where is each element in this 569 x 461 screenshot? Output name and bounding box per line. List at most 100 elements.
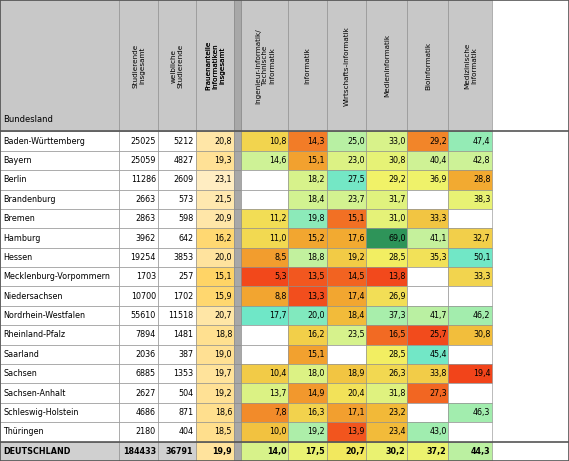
Bar — [0, 286, 119, 306]
Text: 13,5: 13,5 — [307, 272, 325, 281]
Bar — [196, 306, 234, 325]
Bar — [158, 170, 196, 189]
Text: 17,5: 17,5 — [306, 447, 325, 456]
Bar — [234, 306, 241, 325]
Text: 18,9: 18,9 — [347, 369, 365, 378]
Text: 16,5: 16,5 — [388, 331, 406, 339]
Text: 21,5: 21,5 — [215, 195, 232, 204]
Bar — [407, 403, 448, 422]
Bar — [448, 442, 492, 461]
Bar — [448, 286, 492, 306]
Bar — [327, 209, 366, 228]
Bar — [0, 422, 119, 442]
Bar — [407, 286, 448, 306]
Bar — [196, 345, 234, 364]
Text: 8,8: 8,8 — [274, 292, 287, 301]
Text: 31,0: 31,0 — [388, 214, 406, 223]
Bar — [0, 403, 119, 422]
Bar — [234, 248, 241, 267]
Text: 46,3: 46,3 — [473, 408, 490, 417]
Text: 18,4: 18,4 — [307, 195, 325, 204]
Bar — [241, 131, 288, 151]
Bar — [366, 131, 407, 151]
Text: 28,8: 28,8 — [473, 175, 490, 184]
Text: 11,2: 11,2 — [269, 214, 287, 223]
Bar — [196, 364, 234, 384]
Text: 45,4: 45,4 — [429, 350, 447, 359]
Bar — [407, 384, 448, 403]
Bar — [327, 384, 366, 403]
Bar — [407, 228, 448, 248]
Text: 18,8: 18,8 — [307, 253, 325, 262]
Bar — [366, 384, 407, 403]
Text: 26,9: 26,9 — [388, 292, 406, 301]
Text: 257: 257 — [178, 272, 193, 281]
Bar — [234, 0, 241, 131]
Text: Berlin: Berlin — [3, 175, 27, 184]
Text: 19254: 19254 — [130, 253, 156, 262]
Bar — [119, 345, 158, 364]
Bar — [288, 248, 327, 267]
Bar — [119, 0, 158, 131]
Bar — [407, 0, 448, 131]
Bar — [327, 286, 366, 306]
Bar — [196, 0, 234, 131]
Text: 41,1: 41,1 — [429, 234, 447, 242]
Bar — [158, 403, 196, 422]
Text: Informatik: Informatik — [304, 47, 311, 84]
Bar — [234, 325, 241, 345]
Bar — [407, 170, 448, 189]
Text: 30,8: 30,8 — [388, 156, 406, 165]
Bar — [366, 442, 407, 461]
Text: 30,2: 30,2 — [386, 447, 406, 456]
Text: 15,9: 15,9 — [215, 292, 232, 301]
Bar — [327, 306, 366, 325]
Text: 3962: 3962 — [135, 234, 156, 242]
Bar — [234, 151, 241, 170]
Bar — [448, 364, 492, 384]
Text: 598: 598 — [178, 214, 193, 223]
Bar — [288, 228, 327, 248]
Bar — [0, 364, 119, 384]
Bar — [366, 267, 407, 286]
Text: 13,8: 13,8 — [388, 272, 406, 281]
Bar — [158, 325, 196, 345]
Bar — [158, 442, 196, 461]
Text: 40,4: 40,4 — [429, 156, 447, 165]
Bar — [196, 131, 234, 151]
Bar — [0, 248, 119, 267]
Bar — [119, 131, 158, 151]
Bar — [158, 228, 196, 248]
Bar — [241, 151, 288, 170]
Text: 2663: 2663 — [136, 195, 156, 204]
Text: 10700: 10700 — [131, 292, 156, 301]
Bar — [327, 325, 366, 345]
Bar — [196, 286, 234, 306]
Text: 19,7: 19,7 — [215, 369, 232, 378]
Bar — [448, 131, 492, 151]
Text: Thüringen: Thüringen — [3, 427, 44, 437]
Text: 18,6: 18,6 — [215, 408, 232, 417]
Text: 13,7: 13,7 — [269, 389, 287, 398]
Bar — [234, 170, 241, 189]
Text: Bioinformatik: Bioinformatik — [425, 41, 431, 90]
Bar — [234, 345, 241, 364]
Bar — [366, 286, 407, 306]
Text: 20,9: 20,9 — [215, 214, 232, 223]
Bar — [0, 267, 119, 286]
Bar — [119, 209, 158, 228]
Bar — [366, 228, 407, 248]
Bar — [407, 442, 448, 461]
Text: DEUTSCHLAND: DEUTSCHLAND — [3, 447, 71, 456]
Text: 4827: 4827 — [173, 156, 193, 165]
Text: Bundesland: Bundesland — [3, 115, 53, 124]
Text: 13,9: 13,9 — [347, 427, 365, 437]
Text: 23,5: 23,5 — [347, 331, 365, 339]
Bar — [448, 306, 492, 325]
Bar — [119, 286, 158, 306]
Text: 18,4: 18,4 — [347, 311, 365, 320]
Bar — [241, 442, 288, 461]
Bar — [448, 384, 492, 403]
Bar — [448, 170, 492, 189]
Text: 18,8: 18,8 — [215, 331, 232, 339]
